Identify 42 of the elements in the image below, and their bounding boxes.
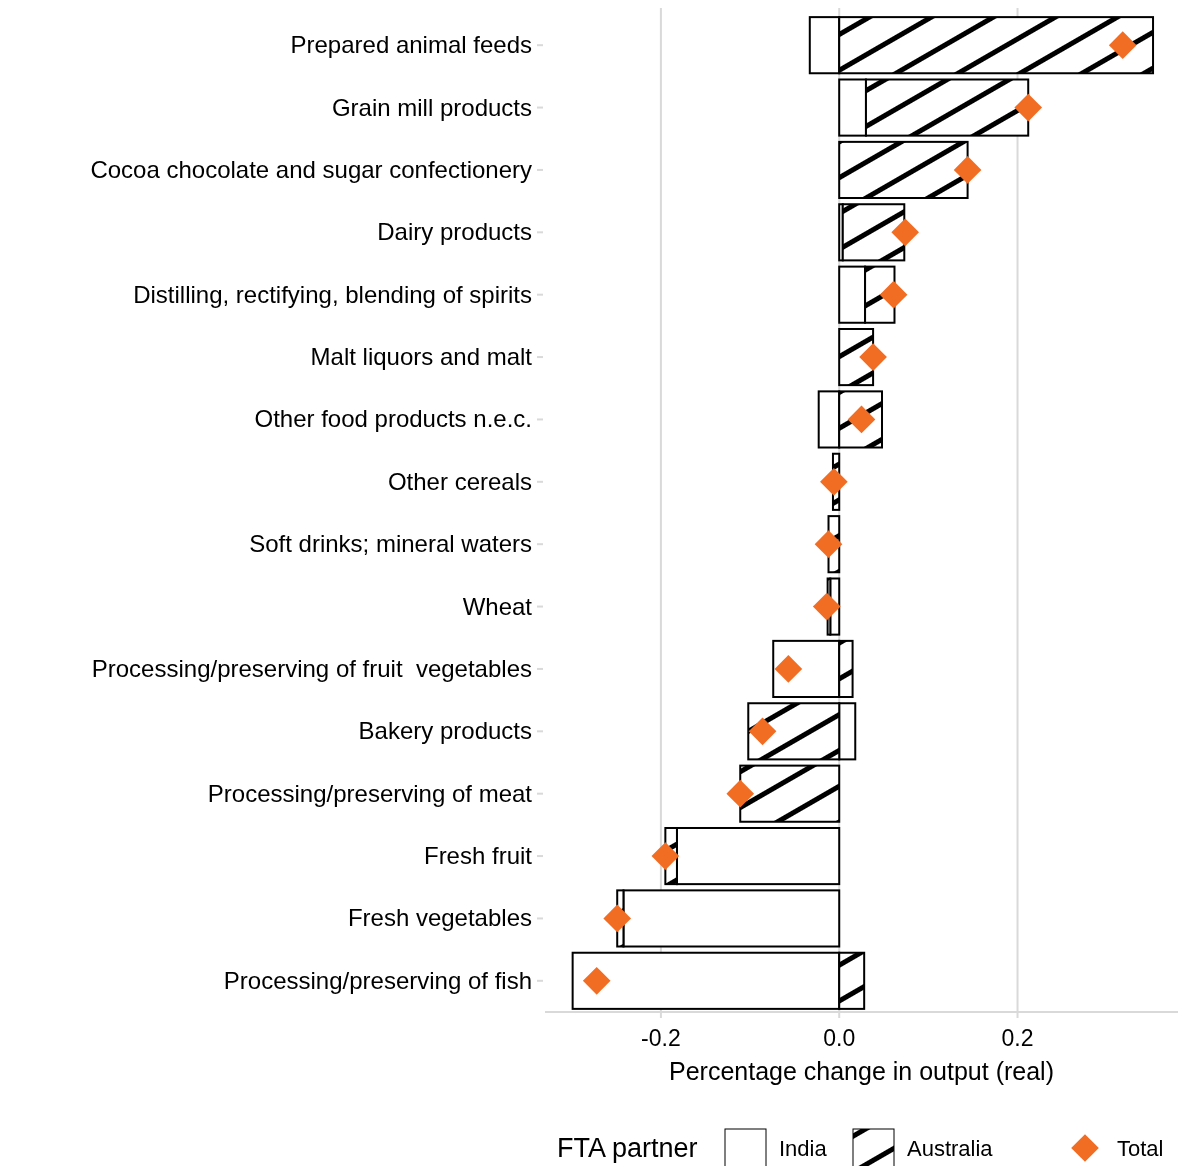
y-tick-label: Wheat [462, 592, 533, 620]
y-tick-label: Distilling, rectifying, blending of spirits [133, 280, 532, 308]
point [812, 592, 841, 621]
x-tick-label: 0.0 [823, 1025, 856, 1051]
y-tick-label: Soft drinks; mineral waters [249, 530, 532, 558]
point [748, 717, 777, 746]
x-tick-label: -0.2 [641, 1025, 681, 1051]
point [814, 530, 843, 559]
point [651, 842, 680, 870]
y-tick-label: Cocoa chocolate and sugar confectionery [90, 155, 532, 183]
legend-label: Total [1117, 1136, 1164, 1161]
bar [838, 327, 875, 387]
x-axis-title: Percentage change in output (real) [669, 1057, 1054, 1085]
y-tick-label: Processing/preserving of fruit vegetables [91, 654, 532, 682]
point [891, 218, 920, 247]
y-tick-label: Grain mill products [331, 93, 532, 121]
y-tick-label: Fresh vegetables [347, 904, 532, 932]
bar [841, 203, 906, 262]
point [1108, 31, 1137, 60]
y-tick-label: Prepared animal feeds [290, 31, 532, 59]
point [953, 156, 982, 184]
y-tick-label: Malt liquors and malt [310, 343, 533, 371]
y-tick-label: Bakery products [358, 717, 532, 745]
legend-title: FTA partner [557, 1133, 698, 1163]
y-tick-label: Fresh fruit [423, 842, 533, 870]
point [774, 655, 803, 683]
y-tick-label: Other food products n.e.c. [254, 405, 532, 433]
y-tick-label: Processing/preserving of meat [207, 779, 533, 807]
point [603, 904, 632, 933]
point [820, 467, 848, 496]
legend-label: India [779, 1136, 828, 1161]
x-tick-label: 0.2 [1001, 1025, 1034, 1051]
point [582, 966, 611, 995]
y-tick-label: Processing/preserving of fish [223, 966, 532, 994]
bar [739, 764, 841, 823]
point [859, 343, 887, 371]
point [726, 779, 755, 808]
legend-label: Australia [907, 1136, 994, 1161]
point [1014, 93, 1043, 122]
y-tick-label: Dairy products [377, 218, 532, 246]
y-tick-label: Other cereals [387, 467, 532, 495]
bar [838, 140, 969, 200]
